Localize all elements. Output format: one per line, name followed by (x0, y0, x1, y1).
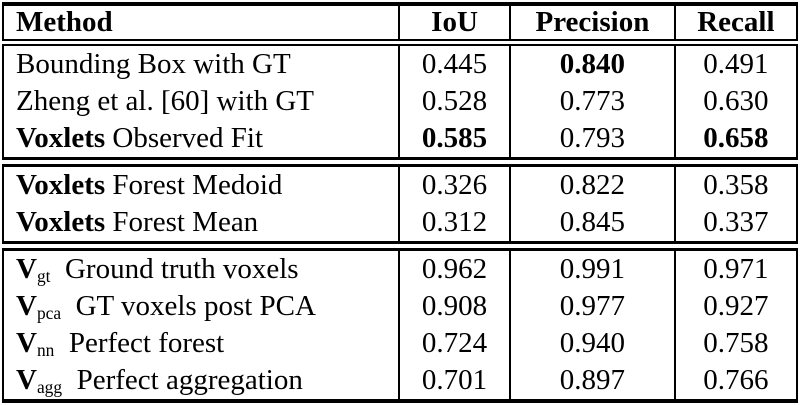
method-text: Perfect forest (54, 327, 225, 359)
column-header-recall: Recall (673, 4, 799, 46)
method-subscript: nn (36, 339, 55, 360)
table-row-voxlets-forest-mean: Voxlets Forest Mean 0.312 0.845 0.337 (2, 204, 799, 246)
method-bold-part: V (16, 290, 37, 322)
method-bold-part: Voxlets (16, 206, 106, 238)
method-subscript: pca (36, 302, 62, 323)
cell-iou: 0.585 (397, 120, 512, 162)
cell-precision: 0.840 (509, 42, 676, 83)
cell-method: Bounding Box with GT (2, 42, 400, 83)
method-text: Forest Mean (105, 206, 259, 238)
cell-method: Voxlets Forest Medoid (2, 157, 400, 204)
cell-iou: 0.326 (397, 157, 512, 204)
cell-precision: 0.991 (509, 241, 676, 288)
table-row-zheng: Zheng et al. [60] with GT 0.528 0.773 0.… (2, 83, 799, 120)
cell-precision: 0.773 (509, 83, 676, 120)
cell-recall: 0.758 (673, 325, 799, 362)
table-row-voxlets-forest-medoid: Voxlets Forest Medoid 0.326 0.822 0.358 (2, 157, 799, 204)
table-row-v-pca: Vpca GT voxels post PCA 0.908 0.977 0.92… (2, 288, 799, 325)
method-bold-part: V (16, 253, 37, 285)
column-header-iou: IoU (397, 4, 512, 46)
table-row-voxlets-observed-fit: Voxlets Observed Fit 0.585 0.793 0.658 (2, 120, 799, 162)
cell-iou: 0.701 (397, 362, 512, 401)
cell-recall: 0.766 (673, 362, 799, 401)
header-row: Method IoU Precision Recall (2, 4, 799, 46)
cell-precision: 0.845 (509, 204, 676, 246)
method-bold-part: V (16, 364, 37, 396)
cell-recall: 0.630 (673, 83, 799, 120)
method-text: Bounding Box with GT (16, 48, 291, 80)
method-text: Perfect aggregation (62, 364, 303, 396)
cell-recall: 0.337 (673, 204, 799, 246)
method-bold-part: V (16, 327, 37, 359)
cell-precision: 0.977 (509, 288, 676, 325)
cell-iou: 0.528 (397, 83, 512, 120)
cell-recall: 0.658 (673, 120, 799, 162)
cell-recall: 0.491 (673, 42, 799, 83)
cell-method: Voxlets Observed Fit (2, 120, 400, 162)
cell-precision: 0.793 (509, 120, 676, 162)
cell-method: Vnn Perfect forest (2, 325, 400, 362)
cell-iou: 0.312 (397, 204, 512, 246)
column-header-method: Method (2, 4, 400, 46)
table-row-bounding-box: Bounding Box with GT 0.445 0.840 0.491 (2, 42, 799, 83)
cell-precision: 0.940 (509, 325, 676, 362)
method-text: Ground truth voxels (50, 253, 299, 285)
table-row-v-nn: Vnn Perfect forest 0.724 0.940 0.758 (2, 325, 799, 362)
cell-recall: 0.971 (673, 241, 799, 288)
table-row-v-gt: Vgt Ground truth voxels 0.962 0.991 0.97… (2, 241, 799, 288)
cell-precision: 0.822 (509, 157, 676, 204)
cell-recall: 0.927 (673, 288, 799, 325)
cell-method: Vpca GT voxels post PCA (2, 288, 400, 325)
cell-iou: 0.908 (397, 288, 512, 325)
method-bold-part: Voxlets (16, 169, 106, 201)
method-text: Forest Medoid (105, 169, 283, 201)
method-subscript: agg (36, 376, 63, 397)
method-text: Zheng et al. [60] with GT (16, 85, 314, 117)
method-bold-part: Voxlets (16, 122, 106, 154)
cell-iou: 0.445 (397, 42, 512, 83)
cell-iou: 0.962 (397, 241, 512, 288)
cell-method: Vgt Ground truth voxels (2, 241, 400, 288)
cell-iou: 0.724 (397, 325, 512, 362)
cell-method: Voxlets Forest Mean (2, 204, 400, 246)
table-row-v-agg: Vagg Perfect aggregation 0.701 0.897 0.7… (2, 362, 799, 401)
cell-method: Zheng et al. [60] with GT (2, 83, 400, 120)
method-text: Observed Fit (105, 122, 264, 154)
cell-method: Vagg Perfect aggregation (2, 362, 400, 401)
cell-precision: 0.897 (509, 362, 676, 401)
method-text: GT voxels post PCA (61, 290, 316, 322)
cell-recall: 0.358 (673, 157, 799, 204)
column-header-precision: Precision (509, 4, 676, 46)
method-subscript: gt (36, 265, 51, 286)
